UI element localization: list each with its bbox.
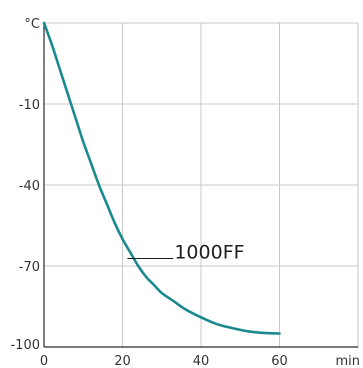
y-tick-label: -40 <box>19 179 40 194</box>
x-tick-label: 0 <box>40 354 48 368</box>
y-tick-label: -100 <box>10 338 40 353</box>
x-tick-label: 40 <box>193 354 210 368</box>
x-tick-label: 60 <box>271 354 288 368</box>
x-tick-label: 20 <box>114 354 131 368</box>
y-tick-label: -10 <box>19 98 40 113</box>
axes <box>43 23 358 348</box>
series-label: 1000FF <box>174 242 244 264</box>
y-axis-unit-label: °C <box>24 17 40 32</box>
tick-labels: -100-70-40-100 20 40 60 <box>10 98 287 368</box>
series: 1000FF <box>42 21 281 335</box>
x-axis-unit-label: min <box>335 354 360 368</box>
series-line <box>42 21 281 335</box>
grid <box>43 22 359 348</box>
y-tick-label: -70 <box>19 260 40 275</box>
